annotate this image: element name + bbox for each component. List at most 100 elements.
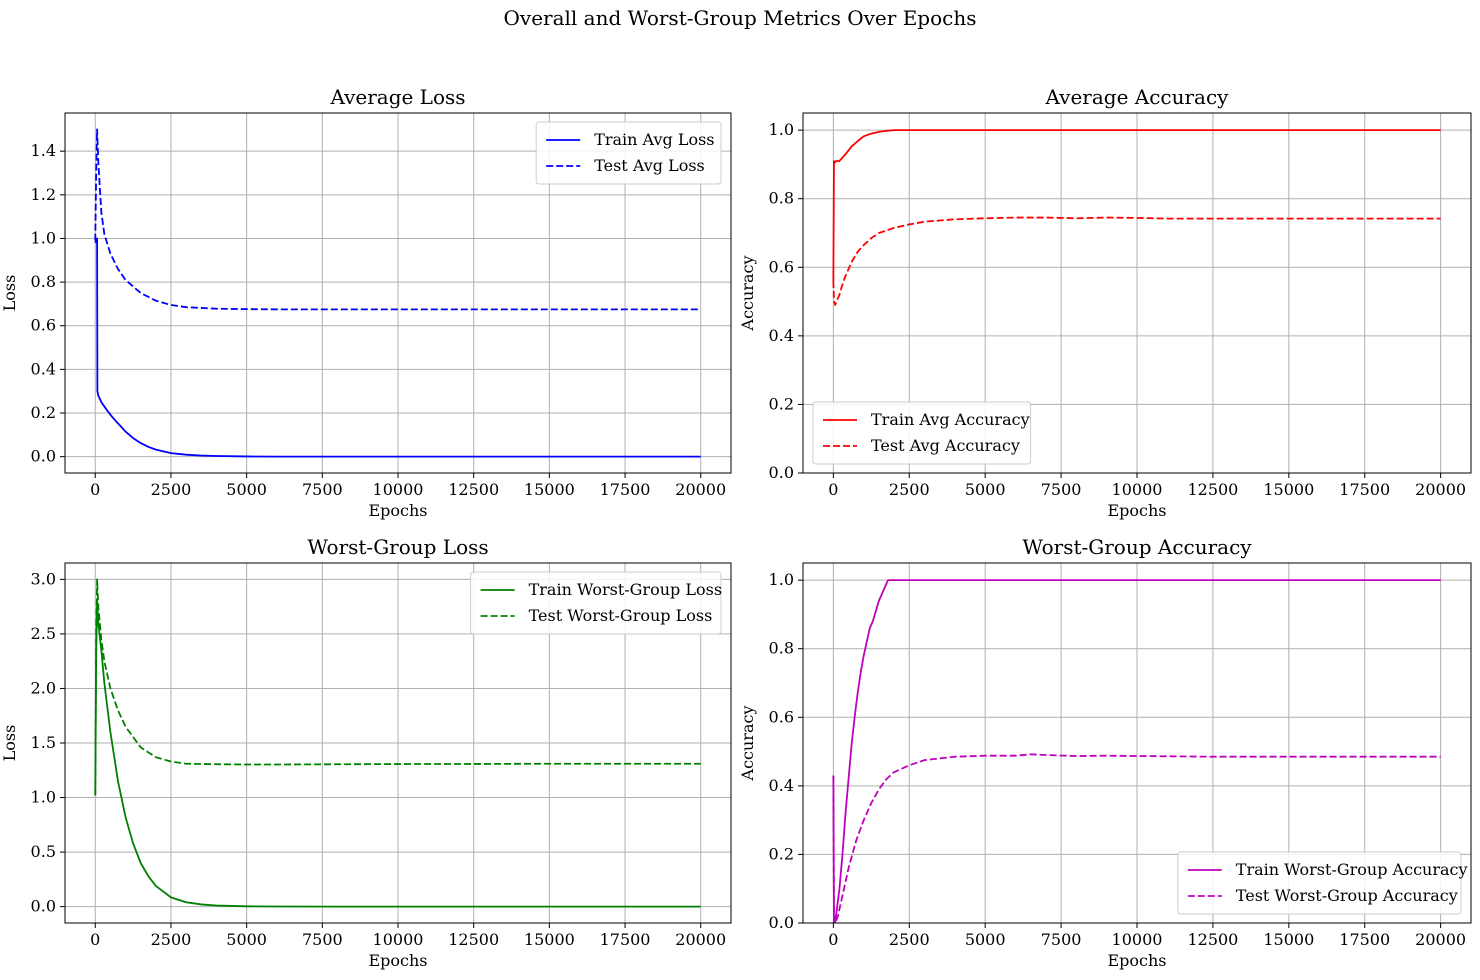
x-tick-label: 17500	[600, 930, 651, 949]
x-tick-label: 0	[90, 930, 100, 949]
x-tick-label: 10000	[1112, 480, 1163, 499]
series-group	[94, 128, 701, 458]
legend-box	[535, 121, 722, 185]
series-group	[94, 578, 701, 908]
x-tick-label: 15000	[524, 930, 575, 949]
x-axis-label: Epochs	[368, 501, 427, 520]
x-tick-label: 12500	[448, 480, 499, 499]
x-tick-label: 20000	[675, 480, 726, 499]
y-tick-label: 0.6	[31, 316, 56, 335]
y-tick-label: 0.0	[31, 897, 56, 916]
panel-title: Worst-Group Accuracy	[1022, 535, 1252, 559]
y-tick-label: 2.0	[31, 678, 56, 697]
x-axis-label: Epochs	[368, 951, 427, 970]
x-tick-label: 10000	[1112, 930, 1163, 949]
legend-box	[1177, 851, 1462, 915]
x-tick-label: 17500	[600, 480, 651, 499]
y-tick-label: 0.2	[769, 844, 794, 863]
y-tick-label: 0.2	[31, 403, 56, 422]
series-line-train-avg-accuracy	[832, 129, 1441, 282]
y-tick-label: 1.2	[31, 185, 56, 204]
x-tick-label: 17500	[1339, 930, 1390, 949]
x-axis-label: Epochs	[1107, 951, 1166, 970]
x-tick-label: 12500	[1187, 480, 1238, 499]
series-line-test-avg-accuracy	[832, 216, 1441, 306]
y-tick-label: 1.0	[31, 788, 56, 807]
y-tick-label: 0.0	[31, 447, 56, 466]
x-tick-label: 7500	[302, 480, 343, 499]
x-tick-label: 7500	[1041, 480, 1082, 499]
series-line-train-worst-group-loss	[94, 600, 701, 908]
x-tick-label: 20000	[1415, 930, 1466, 949]
x-tick-label: 12500	[1187, 930, 1238, 949]
y-tick-label: 2.5	[31, 624, 56, 643]
y-tick-label: 0.6	[769, 257, 794, 276]
legend-label-test-worst-group-accuracy: Test Worst-Group Accuracy	[1236, 886, 1458, 905]
panel-worst-group-loss: 0 2500 5000 7500 10000 12500 15000 17500 20000 0.…	[0, 535, 732, 970]
legend-label-train-avg-loss: Train Avg Loss	[594, 130, 714, 149]
x-tick-label: 17500	[1339, 480, 1390, 499]
y-tick-label: 1.0	[769, 120, 794, 139]
legend-label-test-worst-group-loss: Test Worst-Group Loss	[529, 606, 713, 625]
legend: Train Avg Loss Test Avg Loss	[535, 121, 722, 185]
x-tick-label: 5000	[226, 930, 267, 949]
y-tick-label: 3.0	[31, 569, 56, 588]
legend: Train Worst-Group Accuracy Test Worst-Gro…	[1177, 851, 1468, 915]
panel-title: Worst-Group Loss	[307, 535, 488, 559]
figure-title: Overall and Worst-Group Metrics Over Epo…	[504, 6, 977, 30]
y-tick-label: 0.0	[769, 463, 794, 482]
x-tick-label: 5000	[226, 480, 267, 499]
legend-box	[812, 401, 1032, 465]
x-tick-label: 2500	[151, 930, 192, 949]
y-tick-label: 0.0	[769, 913, 794, 932]
legend: Train Avg Accuracy Test Avg Accuracy	[812, 401, 1032, 465]
y-axis-label: Loss	[0, 725, 19, 762]
x-tick-label: 0	[828, 480, 838, 499]
panel-average-accuracy: 0 2500 5000 7500 10000 12500 15000 17500 20000 0.…	[738, 85, 1472, 520]
y-tick-label: 0.4	[31, 359, 56, 378]
y-tick-label: 0.8	[769, 639, 794, 658]
legend-label-test-avg-accuracy: Test Avg Accuracy	[871, 436, 1020, 455]
x-tick-label: 20000	[675, 930, 726, 949]
series-group	[832, 579, 1441, 923]
x-tick-label: 10000	[373, 480, 424, 499]
legend-label-train-worst-group-loss: Train Worst-Group Loss	[529, 580, 722, 599]
x-tick-label: 10000	[373, 930, 424, 949]
y-axis-label: Accuracy	[738, 256, 757, 332]
x-tick-label: 0	[828, 930, 838, 949]
panel-title: Average Accuracy	[1045, 85, 1230, 109]
x-tick-label: 5000	[965, 480, 1006, 499]
y-axis-label: Accuracy	[738, 706, 757, 782]
series-line-test-avg-loss	[94, 128, 701, 311]
y-tick-label: 0.2	[769, 394, 794, 413]
x-tick-label: 12500	[448, 930, 499, 949]
series-line-test-worst-group-loss	[94, 578, 701, 796]
panel-worst-group-accuracy: 0 2500 5000 7500 10000 12500 15000 17500 20000 0.…	[738, 535, 1472, 970]
y-axis-label: Loss	[0, 275, 19, 312]
panel-title: Average Loss	[329, 85, 465, 109]
x-tick-label: 15000	[1263, 480, 1314, 499]
series-line-test-worst-group-accuracy	[832, 753, 1441, 923]
y-tick-label: 1.4	[31, 141, 56, 160]
series-line-train-avg-loss	[94, 237, 701, 458]
series-line-train-worst-group-accuracy	[832, 579, 1441, 923]
y-tick-label: 0.8	[31, 272, 56, 291]
x-tick-label: 2500	[151, 480, 192, 499]
x-tick-label: 2500	[889, 480, 930, 499]
x-tick-label: 15000	[524, 480, 575, 499]
x-tick-label: 5000	[965, 930, 1006, 949]
legend-label-train-avg-accuracy: Train Avg Accuracy	[871, 410, 1030, 429]
y-tick-label: 0.4	[769, 326, 794, 345]
y-tick-label: 1.5	[31, 733, 56, 752]
legend-label-train-worst-group-accuracy: Train Worst-Group Accuracy	[1236, 860, 1468, 879]
y-tick-label: 1.0	[769, 570, 794, 589]
y-tick-label: 0.6	[769, 707, 794, 726]
x-tick-label: 7500	[1041, 930, 1082, 949]
x-tick-label: 0	[90, 480, 100, 499]
panel-average-loss: 0 2500 5000 7500 10000 12500 15000 17500 20000 0.…	[0, 85, 732, 520]
x-tick-label: 20000	[1415, 480, 1466, 499]
x-axis-label: Epochs	[1107, 501, 1166, 520]
legend: Train Worst-Group Loss Test Worst-Group L…	[470, 571, 722, 635]
